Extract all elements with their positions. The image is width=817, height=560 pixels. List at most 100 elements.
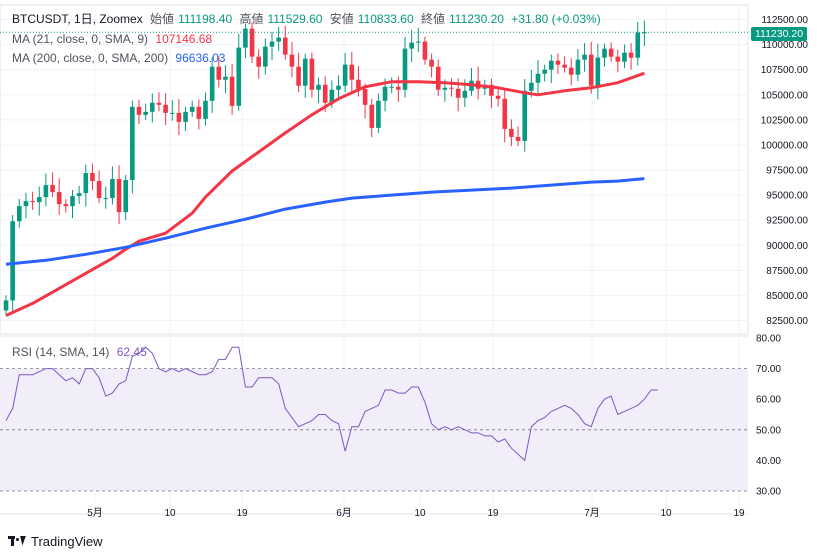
candle-body — [17, 206, 22, 222]
ma200-legend[interactable]: MA (200, close, 0, SMA, 200) 96636.03 — [12, 51, 229, 66]
rsi-legend[interactable]: RSI (14, SMA, 14) 62.45 — [12, 345, 151, 360]
candle-body — [489, 84, 494, 96]
price-pane-border — [0, 4, 749, 335]
candle-body — [3, 300, 9, 311]
y-tick-label: 90000.00 — [766, 241, 808, 252]
rsi-y-tick-label: 30.00 — [756, 487, 781, 498]
x-tick-label: 10 — [414, 508, 426, 519]
candle-body — [389, 86, 394, 88]
rsi-line — [5, 346, 658, 462]
candle-body — [203, 100, 208, 119]
x-tick-label: 19 — [487, 508, 499, 519]
candle-body — [309, 58, 315, 90]
candle-body — [435, 66, 441, 90]
candle-body — [316, 84, 321, 90]
candle-body — [36, 197, 42, 203]
candle-body — [582, 54, 587, 60]
candle-body — [396, 86, 401, 90]
y-tick-label: 87500.00 — [766, 266, 808, 277]
candle-body — [276, 37, 281, 42]
candle-body — [110, 179, 115, 199]
candle-body — [116, 179, 122, 213]
tradingview-logo-icon — [8, 535, 26, 548]
y-tick-label: 100000.00 — [761, 140, 809, 151]
candle-body — [269, 41, 275, 47]
y-tick-label: 112500.00 — [761, 15, 808, 26]
candle-body — [56, 192, 62, 205]
candle-body — [23, 201, 29, 207]
candle-body — [495, 95, 501, 99]
candle-body — [263, 46, 268, 67]
candle-body — [362, 88, 368, 105]
candle-body — [515, 136, 521, 141]
rsi-value: 62.45 — [116, 345, 147, 359]
rsi-label: RSI (14, SMA, 14) — [12, 345, 110, 359]
candle-body — [302, 58, 308, 86]
y-tick-label: 107500.00 — [761, 65, 809, 76]
rsi-y-tick-label: 50.00 — [756, 425, 781, 436]
x-tick-label: 19 — [733, 508, 745, 519]
candle-body — [522, 90, 527, 141]
y-tick-label: 92500.00 — [766, 216, 808, 227]
change-value: +31.80 (+0.03%) — [511, 12, 601, 26]
price-pane — [0, 20, 748, 317]
candle-body — [535, 73, 541, 83]
x-tick-label: 10 — [164, 508, 176, 519]
candle-body — [568, 67, 574, 75]
candle-body — [130, 106, 135, 181]
ma200-value: 96636.03 — [175, 51, 226, 65]
ma200-line — [5, 177, 645, 266]
candle-body — [169, 112, 175, 114]
candle-body — [176, 112, 182, 122]
candle-body — [595, 57, 601, 86]
ma21-line — [5, 71, 645, 317]
candle-body — [429, 59, 434, 67]
brand[interactable]: TradingView — [8, 534, 103, 549]
candle-body — [156, 102, 162, 105]
candle-body — [642, 32, 647, 34]
candle-body — [529, 82, 534, 91]
candle-body — [402, 48, 408, 90]
y-tick-label: 85000.00 — [766, 291, 808, 302]
candle-body — [409, 42, 414, 49]
candle-body — [602, 48, 607, 58]
candle-body — [416, 41, 421, 43]
x-tick-label: 7月 — [584, 507, 600, 519]
high-value: 111529.60 — [267, 12, 323, 26]
y-tick-label: 110000.00 — [761, 40, 808, 51]
candle-body — [356, 79, 361, 89]
brand-name: TradingView — [31, 534, 103, 549]
candle-body — [588, 54, 594, 86]
rsi-y-tick-label: 80.00 — [756, 334, 781, 345]
candle-body — [123, 180, 128, 213]
symbol-header: BTCUSDT, 1日, Zoomex 始値 111198.40 高値 111529… — [12, 12, 605, 27]
low-label: 安値 — [329, 12, 354, 26]
rsi-y-tick-label: 40.00 — [756, 456, 781, 467]
candle-body — [509, 128, 514, 137]
candle-body — [216, 66, 222, 80]
rsi-pane — [0, 346, 748, 492]
ma21-legend[interactable]: MA (21, close, 0, SMA, 9) 107146.68 — [12, 32, 216, 47]
candle-body — [249, 28, 255, 57]
candle-body — [628, 52, 634, 58]
candle-body — [555, 60, 561, 65]
x-tick-label: 5月 — [87, 507, 103, 519]
candle-body — [442, 87, 448, 90]
candle-body — [229, 76, 235, 106]
candle-body — [349, 64, 355, 80]
candle-body — [449, 87, 454, 89]
high-label: 高値 — [239, 12, 264, 26]
x-tick-label: 10 — [660, 508, 672, 519]
y-tick-label: 105000.00 — [761, 90, 809, 101]
candle-body — [90, 173, 95, 182]
candle-body — [608, 48, 614, 57]
candle-body — [163, 104, 168, 113]
candle-body — [635, 32, 641, 58]
candle-body — [196, 106, 202, 119]
candle-body — [376, 100, 381, 128]
candle-body — [30, 201, 35, 203]
candle-body — [70, 196, 75, 207]
candle-body — [369, 104, 375, 128]
y-tick-label: 95000.00 — [766, 191, 808, 202]
